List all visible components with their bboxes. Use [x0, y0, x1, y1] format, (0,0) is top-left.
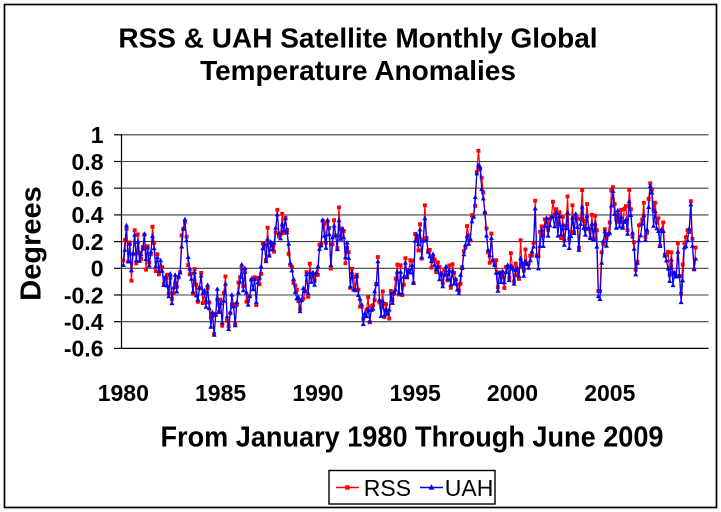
svg-text:1990: 1990	[292, 380, 343, 406]
svg-text:0: 0	[91, 256, 104, 282]
svg-text:1: 1	[91, 122, 104, 148]
svg-text:UAH: UAH	[445, 475, 494, 501]
svg-text:1995: 1995	[390, 380, 441, 406]
svg-text:-0.2: -0.2	[64, 282, 104, 308]
svg-text:RSS & UAH Satellite Monthly Gl: RSS & UAH Satellite Monthly Global	[118, 23, 597, 54]
svg-text:-0.4: -0.4	[64, 309, 104, 335]
svg-text:2000: 2000	[487, 380, 538, 406]
svg-text:Degrees: Degrees	[15, 186, 47, 300]
svg-text:1980: 1980	[98, 380, 149, 406]
svg-text:0.2: 0.2	[72, 229, 104, 255]
svg-text:-0.6: -0.6	[64, 336, 104, 362]
svg-text:0.4: 0.4	[72, 202, 104, 228]
svg-text:From January 1980 Through June: From January 1980 Through June 2009	[161, 422, 664, 454]
svg-text:2005: 2005	[584, 380, 635, 406]
svg-text:0.8: 0.8	[72, 149, 104, 175]
svg-text:0.6: 0.6	[72, 176, 104, 202]
svg-text:1985: 1985	[195, 380, 246, 406]
svg-text:Temperature Anomalies: Temperature Anomalies	[200, 55, 516, 86]
svg-text:RSS: RSS	[364, 475, 411, 501]
